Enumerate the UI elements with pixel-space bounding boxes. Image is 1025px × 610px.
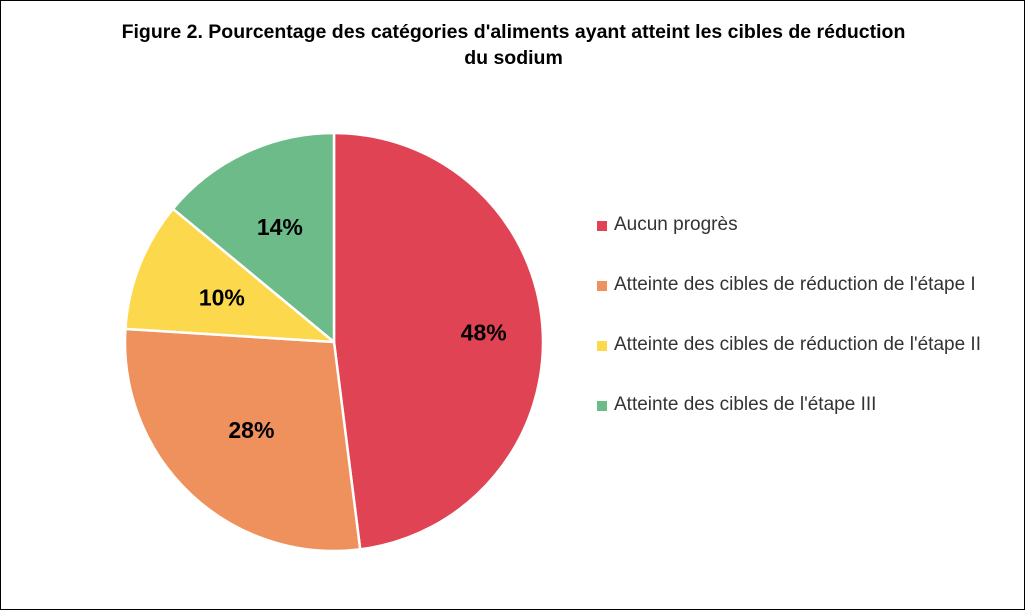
pie-slice-aucun-progres <box>332 131 545 551</box>
pie-slice-atteinte-des-cibles-de-reduction-de-l-etape-ii <box>124 207 336 344</box>
legend-swatch <box>597 401 607 411</box>
data-label-aucun-progres: 48% <box>461 320 507 346</box>
data-label-atteinte-des-cibles-de-reduction-de-l-etape-ii: 10% <box>199 285 245 311</box>
chart-title-line-2: du sodium <box>464 47 563 69</box>
legend-swatch <box>597 341 607 351</box>
chart-title: Figure 2. Pourcentage des catégories d'a… <box>61 19 966 71</box>
pie-slice-atteinte-des-cibles-de-reduction-de-l-etape-i <box>123 327 362 553</box>
data-label-atteinte-des-cibles-de-reduction-de-l-etape-i: 28% <box>228 417 274 443</box>
legend-swatch <box>597 281 607 291</box>
chart-title-line-1: Figure 2. Pourcentage des catégories d'a… <box>121 21 906 43</box>
pie-slice-atteinte-des-cibles-de-l-etape-iii <box>171 131 336 344</box>
data-label-atteinte-des-cibles-de-l-etape-iii: 14% <box>257 214 303 240</box>
legend-swatch <box>597 221 607 231</box>
legend-label: Aucun progrès <box>614 214 738 235</box>
legend-label: Atteinte des cibles de réduction de l'ét… <box>614 274 976 295</box>
pie-data-labels: 48% 28% 10% 14% <box>199 214 507 443</box>
pie-slices <box>123 131 545 553</box>
legend-label: Atteinte des cibles de l'étape III <box>614 394 877 415</box>
legend-label: Atteinte des cibles de réduction de l'ét… <box>614 334 981 355</box>
